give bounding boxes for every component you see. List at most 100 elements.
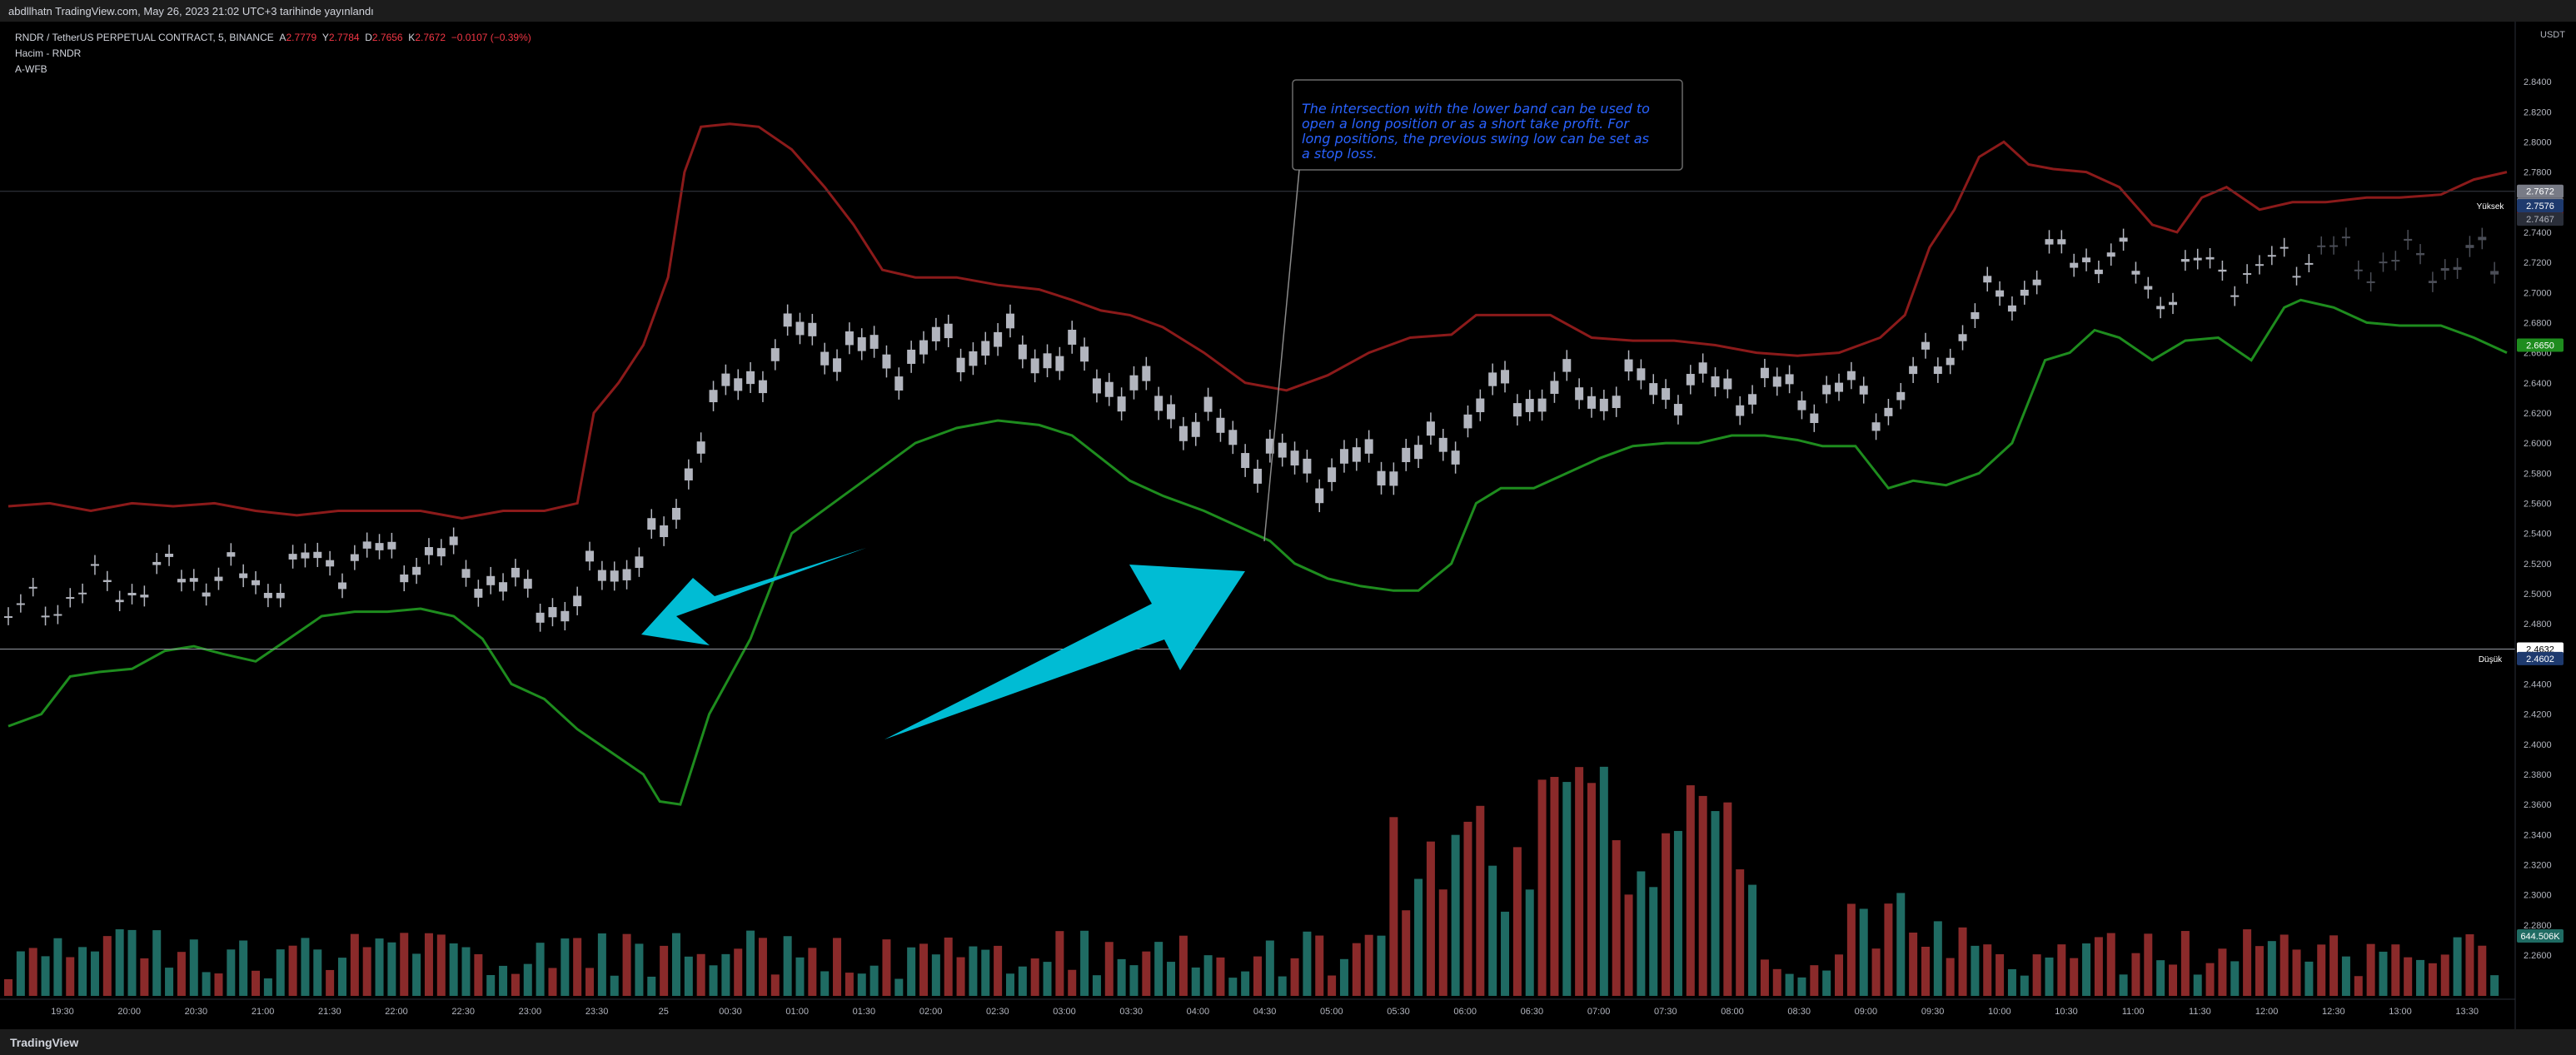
- volume-bar: [882, 939, 891, 996]
- volume-bar: [610, 975, 619, 996]
- volume-bar: [115, 929, 124, 996]
- candle-body: [78, 592, 87, 595]
- candle-body: [882, 354, 891, 369]
- volume-bar: [2243, 929, 2252, 996]
- price-tick-label: 2.5400: [2524, 530, 2552, 540]
- volume-bar: [337, 958, 346, 996]
- candle-body: [16, 603, 25, 605]
- volume-bar: [4, 979, 12, 996]
- candle-body: [1117, 396, 1126, 412]
- time-tick-label: 11:00: [2122, 1007, 2145, 1017]
- annotation-box: [1292, 79, 1683, 171]
- volume-bar: [449, 943, 458, 996]
- candle-body: [1253, 468, 1262, 484]
- volume-bar: [746, 930, 755, 996]
- volume-bar: [2230, 961, 2240, 996]
- price-tick-label: 2.8000: [2524, 137, 2552, 147]
- volume-bar: [2106, 933, 2115, 996]
- high-value: 2.7784: [328, 32, 360, 43]
- candle-body: [1673, 404, 1682, 416]
- volume-bar: [227, 949, 236, 996]
- candle-body: [1983, 276, 1992, 283]
- volume-bar: [1587, 783, 1596, 996]
- candle-body: [919, 340, 929, 355]
- candle-body: [1698, 362, 1707, 374]
- volume-bar: [375, 938, 384, 996]
- price-tick-label: 2.7800: [2524, 168, 2552, 178]
- volume-bar: [1117, 958, 1126, 996]
- price-tick-label: 2.3200: [2524, 860, 2552, 870]
- volume-tag-bg: [2517, 929, 2564, 943]
- candle-body: [1043, 353, 1052, 369]
- time-tick-label: 23:00: [519, 1007, 542, 1017]
- candle-body: [2070, 262, 2079, 268]
- time-tick-label: 23:30: [585, 1007, 609, 1017]
- candle-body: [1030, 358, 1039, 374]
- volume-bar: [1822, 970, 1831, 996]
- candle-body: [165, 553, 174, 557]
- time-tick-label: 13:30: [2455, 1007, 2479, 1017]
- candle-body: [436, 548, 446, 557]
- volume-bar: [1748, 884, 1757, 996]
- volume-bar: [1043, 962, 1052, 996]
- volume-bar: [1599, 766, 1608, 996]
- volume-bar: [635, 943, 644, 996]
- time-tick-label: 21:00: [252, 1007, 275, 1017]
- price-tick-label: 2.5800: [2524, 469, 2552, 479]
- volume-bar: [387, 942, 396, 996]
- candle-body: [1488, 372, 1497, 386]
- candle-body: [734, 378, 743, 391]
- volume-bar: [721, 953, 730, 996]
- candle-body: [152, 561, 162, 565]
- volume-bar: [647, 976, 656, 996]
- price-tick-label: 2.6200: [2524, 409, 2552, 419]
- candle-body: [610, 570, 619, 582]
- volume-bar: [2416, 959, 2425, 996]
- volume-bar: [2144, 933, 2153, 996]
- volume-bar: [2354, 976, 2363, 996]
- symbol-name: RNDR / TetherUS PERPETUAL CONTRACT, 5, B…: [15, 32, 274, 43]
- volume-bar: [1241, 971, 1250, 996]
- candle-body: [931, 326, 940, 341]
- candle-body: [2255, 264, 2264, 266]
- price-tick-label: 2.7200: [2524, 258, 2552, 268]
- volume-bar: [2317, 944, 2326, 996]
- candle-body: [1055, 356, 1064, 371]
- volume-bar: [288, 945, 297, 996]
- candle-body: [1896, 391, 1906, 401]
- candle-body: [721, 373, 730, 386]
- candle-body: [2045, 239, 2054, 245]
- price-tick-label: 2.7400: [2524, 228, 2552, 238]
- candle-body: [746, 371, 755, 385]
- volume-legend[interactable]: Hacim - RNDR: [15, 47, 82, 59]
- candle-body: [684, 468, 693, 480]
- volume-bar: [1649, 887, 1658, 996]
- candle-body: [350, 554, 359, 561]
- high-label: Y: [321, 32, 329, 43]
- candle-body: [140, 595, 149, 598]
- volume-bar: [78, 947, 87, 996]
- candle-body: [1723, 378, 1732, 390]
- volume-bar: [2329, 935, 2339, 996]
- volume-bar: [2205, 963, 2215, 996]
- volume-bar: [622, 933, 631, 996]
- tradingview-logo[interactable]: TradingView: [10, 1036, 79, 1049]
- volume-bar: [795, 957, 805, 996]
- candle-body: [2243, 273, 2252, 276]
- volume-bar: [2020, 975, 2029, 996]
- indicator-legend[interactable]: A-WFB: [15, 63, 47, 75]
- volume-bar: [499, 965, 508, 996]
- candle-body: [2119, 237, 2128, 242]
- chart-canvas[interactable]: The intersection with the lower band can…: [0, 22, 2576, 1029]
- volume-bar: [1562, 782, 1572, 996]
- mid-band-tag-bg: [2517, 212, 2564, 226]
- price-tick-label: 2.4400: [2524, 679, 2552, 689]
- arrow-left: [641, 548, 866, 645]
- candle-body: [1241, 453, 1250, 469]
- candle-body: [90, 564, 99, 566]
- volume-bar: [1512, 847, 1522, 996]
- top-bar: abdllhatn TradingView.com, May 26, 2023 …: [0, 0, 2576, 22]
- volume-bar: [276, 949, 285, 996]
- time-tick-label: 06:00: [1453, 1007, 1477, 1017]
- price-tick-label: 2.6800: [2524, 318, 2552, 328]
